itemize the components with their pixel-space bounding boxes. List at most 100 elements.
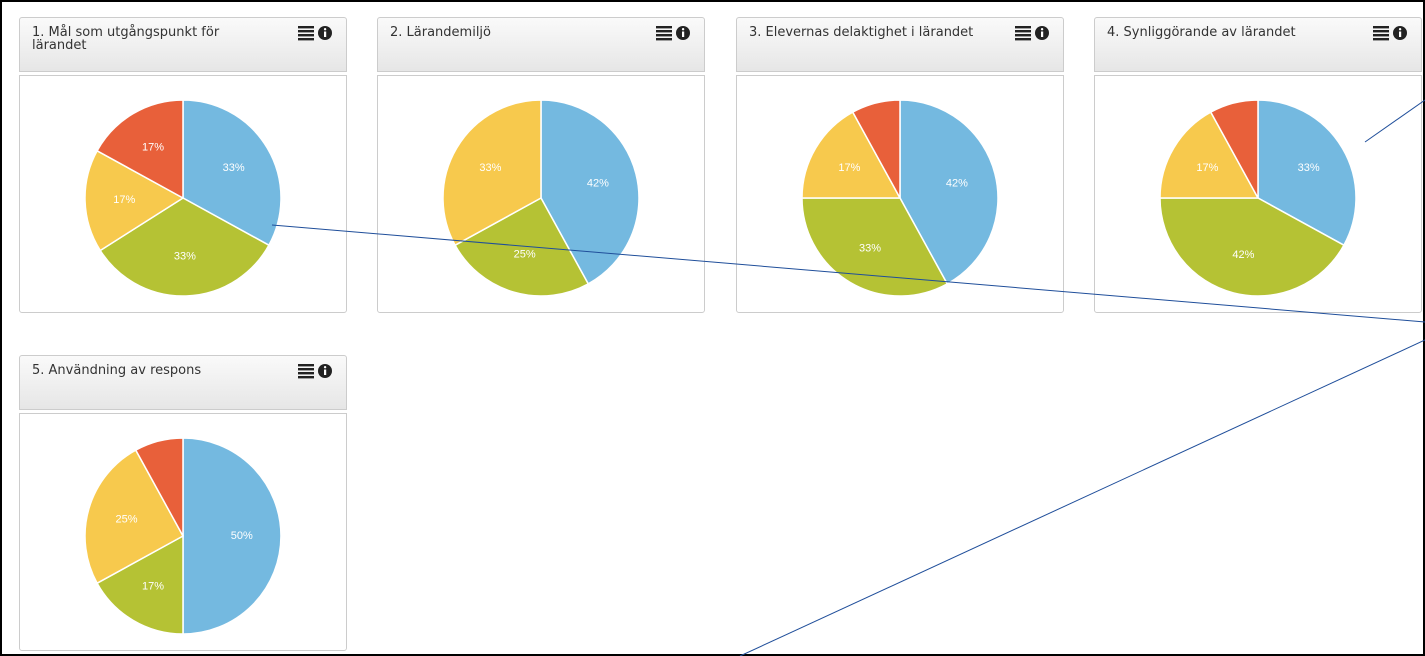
slice-label: 17%	[838, 162, 860, 174]
slice-label: 17%	[142, 141, 164, 153]
slice-label: 33%	[1298, 162, 1320, 174]
info-icon-dot	[323, 28, 327, 31]
pie-slice	[182, 99, 282, 247]
list-icon	[1373, 30, 1389, 33]
panel-title: 3. Elevernas delaktighet i lärandet	[749, 25, 974, 40]
chart-panel: 1. Mål som utgångspunkt för lärandet 33% 3…	[19, 17, 347, 313]
list-icon	[298, 364, 314, 367]
pie-slice	[99, 197, 270, 297]
annotation-line	[271, 224, 1425, 323]
info-icon-mark	[1041, 31, 1044, 37]
list-icon	[656, 26, 672, 29]
pie-slice	[801, 111, 902, 199]
list-icon	[298, 30, 314, 33]
pie-chart: 33% 42% 17%	[1159, 99, 1357, 297]
info-icon-mark	[324, 369, 327, 375]
panel-body: 42% 25% 33%	[377, 75, 705, 313]
slice-label: 42%	[1232, 249, 1254, 261]
list-icon	[656, 30, 672, 33]
info-icon-mark	[1399, 31, 1402, 37]
pie-chart: 42% 25% 33%	[442, 99, 640, 297]
list-icon	[298, 38, 314, 41]
info-icon-mark	[324, 31, 327, 37]
slice-label: 50%	[231, 530, 253, 542]
panel-title: 2. Lärandemiljö	[390, 25, 491, 40]
slice-label: 33%	[223, 162, 245, 174]
info-icon-dot	[323, 366, 327, 369]
panel-header: 1. Mål som utgångspunkt för lärandet	[19, 17, 347, 72]
chart-panel: 2. Lärandemiljö 42% 25% 33%	[377, 17, 705, 313]
panel-title: 5. Användning av respons	[32, 363, 202, 378]
list-icon	[1373, 38, 1389, 41]
info-icon-dot	[681, 28, 685, 31]
list-icon	[1015, 34, 1031, 37]
pie-slice	[540, 99, 640, 285]
pie-chart: 42% 33% 17%	[801, 99, 999, 297]
pie-slice	[1257, 99, 1357, 247]
list-icon	[656, 34, 672, 37]
slice-label: 25%	[514, 248, 536, 260]
panel-icons	[656, 26, 690, 41]
panel-title: 1. Mål som utgångspunkt för lärandet	[32, 25, 220, 53]
list-icon	[1015, 26, 1031, 29]
pie-slice	[801, 197, 949, 297]
slice-label: 33%	[479, 162, 501, 174]
panel-header: 4. Synliggörande av lärandet	[1094, 17, 1422, 72]
chart-panel: 4. Synliggörande av lärandet 33% 42% 17%	[1094, 17, 1422, 313]
pie-slice	[96, 534, 184, 635]
list-icon	[298, 372, 314, 375]
pie-slice	[1159, 197, 1345, 297]
info-icon-dot	[1398, 28, 1402, 31]
list-icon	[298, 34, 314, 37]
slice-label: 17%	[142, 581, 164, 593]
list-icon	[1015, 38, 1031, 41]
panel-header: 2. Lärandemiljö	[377, 17, 705, 72]
list-icon	[298, 376, 314, 379]
panel-title: 4. Synliggörande av lärandet	[1107, 25, 1296, 40]
list-icon	[656, 38, 672, 41]
pie-slice	[851, 99, 901, 199]
pie-slice	[454, 196, 590, 297]
annotation-line	[739, 339, 1425, 656]
pie-slice	[134, 437, 184, 537]
pie-chart: 50% 17% 25%	[84, 437, 282, 635]
list-icon	[1373, 26, 1389, 29]
pie-slice	[96, 99, 184, 200]
panel-icons	[1015, 26, 1049, 41]
chart-panel: 3. Elevernas delaktighet i lärandet 42% 33…	[736, 17, 1064, 313]
panel-body: 33% 33% 17% 17%	[19, 75, 347, 313]
slice-label: 33%	[859, 243, 881, 255]
list-icon	[1015, 30, 1031, 33]
list-icon	[1373, 34, 1389, 37]
pie-chart: 33% 33% 17% 17%	[84, 99, 282, 297]
pie-slice	[84, 449, 185, 585]
slice-label: 33%	[174, 251, 196, 263]
annotation-line	[1364, 99, 1425, 143]
list-icon	[298, 26, 314, 29]
panel-icons	[298, 26, 332, 41]
pie-slice	[1159, 111, 1260, 199]
list-icon	[298, 368, 314, 371]
pie-slice	[182, 437, 282, 635]
panel-body: 42% 33% 17%	[736, 75, 1064, 313]
slice-label: 25%	[116, 514, 138, 526]
pie-slice	[84, 149, 185, 252]
pie-slice	[1209, 99, 1259, 199]
panel-body: 50% 17% 25%	[19, 413, 347, 651]
pie-slice	[442, 99, 542, 247]
info-icon-dot	[1040, 28, 1044, 31]
panel-icons	[298, 364, 332, 379]
panel-header: 5. Användning av respons	[19, 355, 347, 410]
panel-header: 3. Elevernas delaktighet i lärandet	[736, 17, 1064, 72]
panel-body: 33% 42% 17%	[1094, 75, 1422, 313]
slice-label: 17%	[113, 194, 135, 206]
slice-label: 42%	[946, 177, 968, 189]
chart-panel: 5. Användning av respons 50% 17% 25%	[19, 355, 347, 651]
panel-icons	[1373, 26, 1407, 41]
info-icon-mark	[682, 31, 685, 37]
pie-slice	[899, 99, 999, 285]
slice-label: 17%	[1196, 162, 1218, 174]
